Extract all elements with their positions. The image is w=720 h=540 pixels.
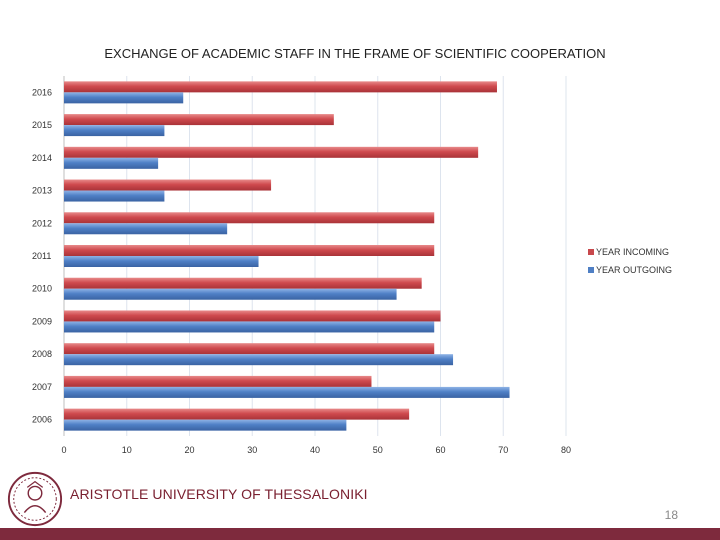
bar-incoming: [64, 146, 479, 158]
y-category-label: 2009: [32, 316, 52, 326]
legend-swatch: [588, 267, 594, 273]
bar-incoming: [64, 81, 497, 93]
bar-outgoing: [64, 386, 510, 398]
x-tick-label: 80: [561, 445, 571, 455]
x-tick-label: 50: [373, 445, 383, 455]
x-tick-label: 0: [61, 445, 66, 455]
bar-outgoing: [64, 223, 228, 235]
bottom-bar: [0, 528, 720, 540]
bar-outgoing: [64, 92, 184, 104]
x-tick-label: 70: [498, 445, 508, 455]
bar-incoming: [64, 179, 272, 191]
bar-incoming: [64, 114, 334, 126]
bar-outgoing: [64, 419, 347, 431]
bars: [64, 81, 510, 431]
x-tick-label: 10: [122, 445, 132, 455]
bar-outgoing: [64, 190, 165, 202]
bar-outgoing: [64, 256, 259, 267]
axis-labels: 0 10 20 30 40 50 60 70 80 2016 2015 2014 2013 2012 201…: [32, 87, 571, 455]
y-category-label: 2016: [32, 87, 52, 97]
legend-label: YEAR INCOMING: [596, 247, 669, 257]
x-tick-label: 40: [310, 445, 320, 455]
y-category-label: 2007: [32, 382, 52, 392]
page-number: 18: [664, 508, 678, 522]
y-category-label: 2015: [32, 120, 52, 130]
bar-incoming: [64, 277, 422, 289]
bar-outgoing: [64, 157, 159, 169]
bar-chart: 0 10 20 30 40 50 60 70 80 2016 2015 2014 2013 2012 201…: [32, 76, 672, 455]
bar-incoming: [64, 343, 435, 355]
bar-outgoing: [64, 288, 397, 300]
chart-title: EXCHANGE OF ACADEMIC STAFF IN THE FRAME …: [104, 46, 606, 61]
legend: YEAR INCOMING YEAR OUTGOING: [588, 247, 672, 275]
y-category-label: 2010: [32, 284, 52, 294]
legend-label: YEAR OUTGOING: [596, 265, 672, 275]
bar-outgoing: [64, 321, 435, 333]
university-seal-icon: [7, 471, 63, 527]
bar-outgoing: [64, 354, 454, 366]
university-name: ARISTOTLE UNIVERSITY OF THESSALONIKI: [70, 486, 368, 502]
bar-incoming: [64, 375, 372, 387]
bar-outgoing: [64, 125, 165, 137]
x-tick-label: 60: [435, 445, 445, 455]
bar-incoming: [64, 310, 441, 322]
y-category-label: 2011: [32, 251, 51, 261]
x-tick-label: 20: [184, 445, 194, 455]
bar-incoming: [64, 408, 410, 420]
y-category-label: 2012: [32, 218, 52, 228]
y-category-label: 2008: [32, 349, 52, 359]
bar-incoming: [64, 245, 435, 256]
legend-swatch: [588, 249, 594, 255]
y-category-label: 2013: [32, 186, 52, 196]
y-category-label: 2014: [32, 153, 52, 163]
bar-incoming: [64, 212, 435, 224]
y-category-label: 2006: [32, 415, 52, 425]
x-tick-label: 30: [247, 445, 257, 455]
